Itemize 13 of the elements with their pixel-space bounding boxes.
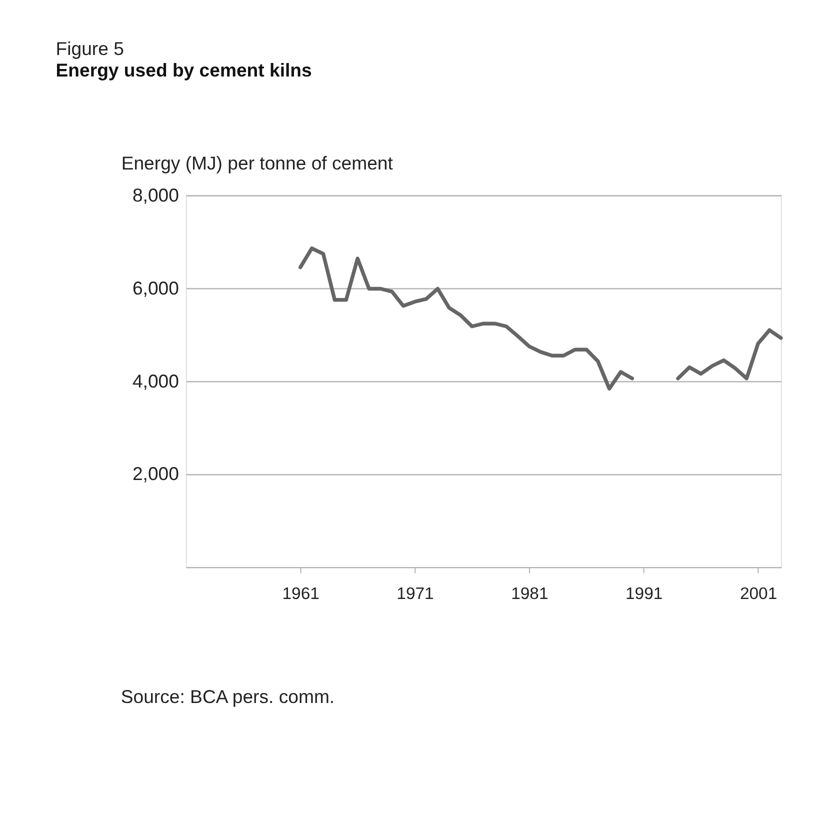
y-tick-label: 6,000 <box>132 277 179 298</box>
x-tick-label: 1991 <box>626 584 663 604</box>
chart-title: Figure 5 <box>56 38 124 59</box>
x-tick-label: 1961 <box>282 584 320 604</box>
y-tick-label: 4,000 <box>132 370 179 392</box>
chart-subtitle: Energy used by cement kilns <box>56 59 312 80</box>
x-tick-label: 1971 <box>396 584 434 604</box>
source-note: Source: BCA pers. comm. <box>120 686 335 707</box>
y-tick-label: 8,000 <box>132 184 179 206</box>
x-tick-label: 2001 <box>740 584 778 604</box>
y-axis-title: Energy (MJ) per tonne of cement <box>121 152 394 174</box>
x-tick-label: 1981 <box>511 584 548 604</box>
y-tick-label: 2,000 <box>132 463 179 484</box>
